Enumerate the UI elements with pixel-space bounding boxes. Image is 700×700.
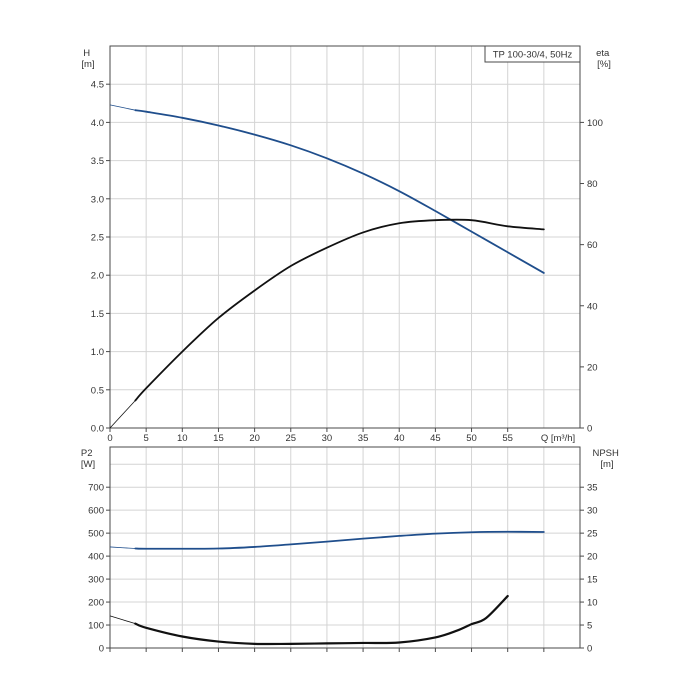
efficiency-axis-label-line1: eta (596, 48, 610, 59)
flow-tick-label: 55 (502, 433, 513, 444)
power-axis-label: P2 [W] (81, 448, 95, 470)
power-tick-label: 0 (99, 644, 104, 655)
efficiency-tick-label: 100 (587, 118, 603, 129)
head-efficiency-series (109, 104, 545, 429)
head-efficiency-ticks: 0.0 0.5 1.0 1.5 2.0 2.5 3.0 3.5 4.0 4.5 0 20 40 60 80 1… (91, 80, 603, 444)
head-axis-label-line1: H (83, 48, 90, 59)
power-curve-extrapolation-line (109, 546, 136, 549)
power-tick-label: 100 (88, 621, 104, 632)
head-axis-label-line2: [m] (81, 59, 94, 70)
power-npsh-ticks: 0 100 200 300 400 500 600 700 0 5 10 15 20 25 30 35 (88, 483, 597, 655)
chart-title-box (484, 45, 581, 63)
power-tick-label: 200 (88, 598, 104, 609)
efficiency-tick-label: 60 (587, 240, 598, 251)
power-tick-label: 500 (88, 529, 104, 540)
npsh-tick-label: 10 (587, 598, 598, 609)
head-tick-label: 0.5 (91, 385, 104, 396)
flow-tick-label: 45 (430, 433, 441, 444)
flow-tick-label: 10 (177, 433, 188, 444)
npsh-axis-label: NPSH [m] (592, 448, 621, 470)
npsh-tick-label: 35 (587, 483, 598, 494)
efficiency-axis-label-line2: [%] (597, 59, 611, 70)
power-tick-label: 600 (88, 506, 104, 517)
npsh-tick-label: 5 (587, 621, 592, 632)
head-tick-label: 1.5 (91, 309, 104, 320)
efficiency-curve-extrapolation-line (109, 400, 136, 429)
flow-axis-label: Q [m³/h] (541, 433, 575, 444)
efficiency-axis-label: eta [%] (596, 48, 612, 70)
power-npsh-plot-frame (109, 446, 581, 649)
power-npsh-panel: 0 100 200 300 400 500 600 700 0 5 10 15 20 25 30 35 P2 … (81, 446, 621, 655)
head-tick-label: 4.5 (91, 80, 104, 91)
head-tick-label: 2.5 (91, 233, 104, 244)
power-npsh-series (109, 530, 545, 646)
flow-tick-label: 25 (285, 433, 296, 444)
head-curve-line (134, 109, 545, 274)
npsh-axis-label-line2: [m] (600, 459, 613, 470)
npsh-tick-label: 0 (587, 644, 592, 655)
head-axis-label: H [m] (81, 48, 94, 70)
npsh-curve-extrapolation-line (109, 615, 136, 625)
flow-tick-label: 30 (322, 433, 333, 444)
head-tick-label: 3.5 (91, 156, 104, 167)
efficiency-tick-label: 80 (587, 179, 598, 190)
npsh-tick-label: 30 (587, 506, 598, 517)
flow-tick-label: 50 (466, 433, 477, 444)
head-efficiency-grid (110, 45, 580, 428)
flow-tick-label: 35 (358, 433, 369, 444)
flow-tick-label: 40 (394, 433, 405, 444)
head-tick-label: 2.0 (91, 271, 104, 282)
efficiency-curve-line (134, 218, 545, 402)
npsh-tick-label: 20 (587, 552, 598, 563)
head-curve-extrapolation-line (109, 104, 136, 111)
head-tick-label: 0.0 (91, 424, 104, 435)
flow-tick-label: 15 (213, 433, 224, 444)
flow-tick-label: 20 (249, 433, 260, 444)
npsh-curve-line (134, 594, 509, 646)
head-tick-label: 3.0 (91, 194, 104, 205)
efficiency-tick-label: 40 (587, 301, 598, 312)
efficiency-tick-label: 20 (587, 362, 598, 373)
head-tick-label: 1.0 (91, 347, 104, 358)
power-tick-label: 700 (88, 483, 104, 494)
power-curve-line (134, 530, 545, 550)
flow-tick-label: 5 (144, 433, 149, 444)
power-axis-label-line1: P2 (81, 448, 93, 459)
flow-tick-label: 0 (107, 433, 112, 444)
power-npsh-grid (110, 447, 580, 648)
npsh-axis-label-line1: NPSH (592, 448, 619, 459)
power-tick-label: 300 (88, 575, 104, 586)
chart-title: TP 100-30/4, 50Hz (493, 50, 573, 61)
head-tick-label: 4.0 (91, 118, 104, 129)
efficiency-tick-label: 0 (587, 424, 592, 435)
power-tick-label: 400 (88, 552, 104, 563)
npsh-tick-label: 25 (587, 529, 598, 540)
head-efficiency-panel: 0.0 0.5 1.0 1.5 2.0 2.5 3.0 3.5 4.0 4.5 0 20 40 60 80 1… (81, 45, 612, 444)
power-axis-label-line2: [W] (81, 459, 95, 470)
npsh-tick-label: 15 (587, 575, 598, 586)
